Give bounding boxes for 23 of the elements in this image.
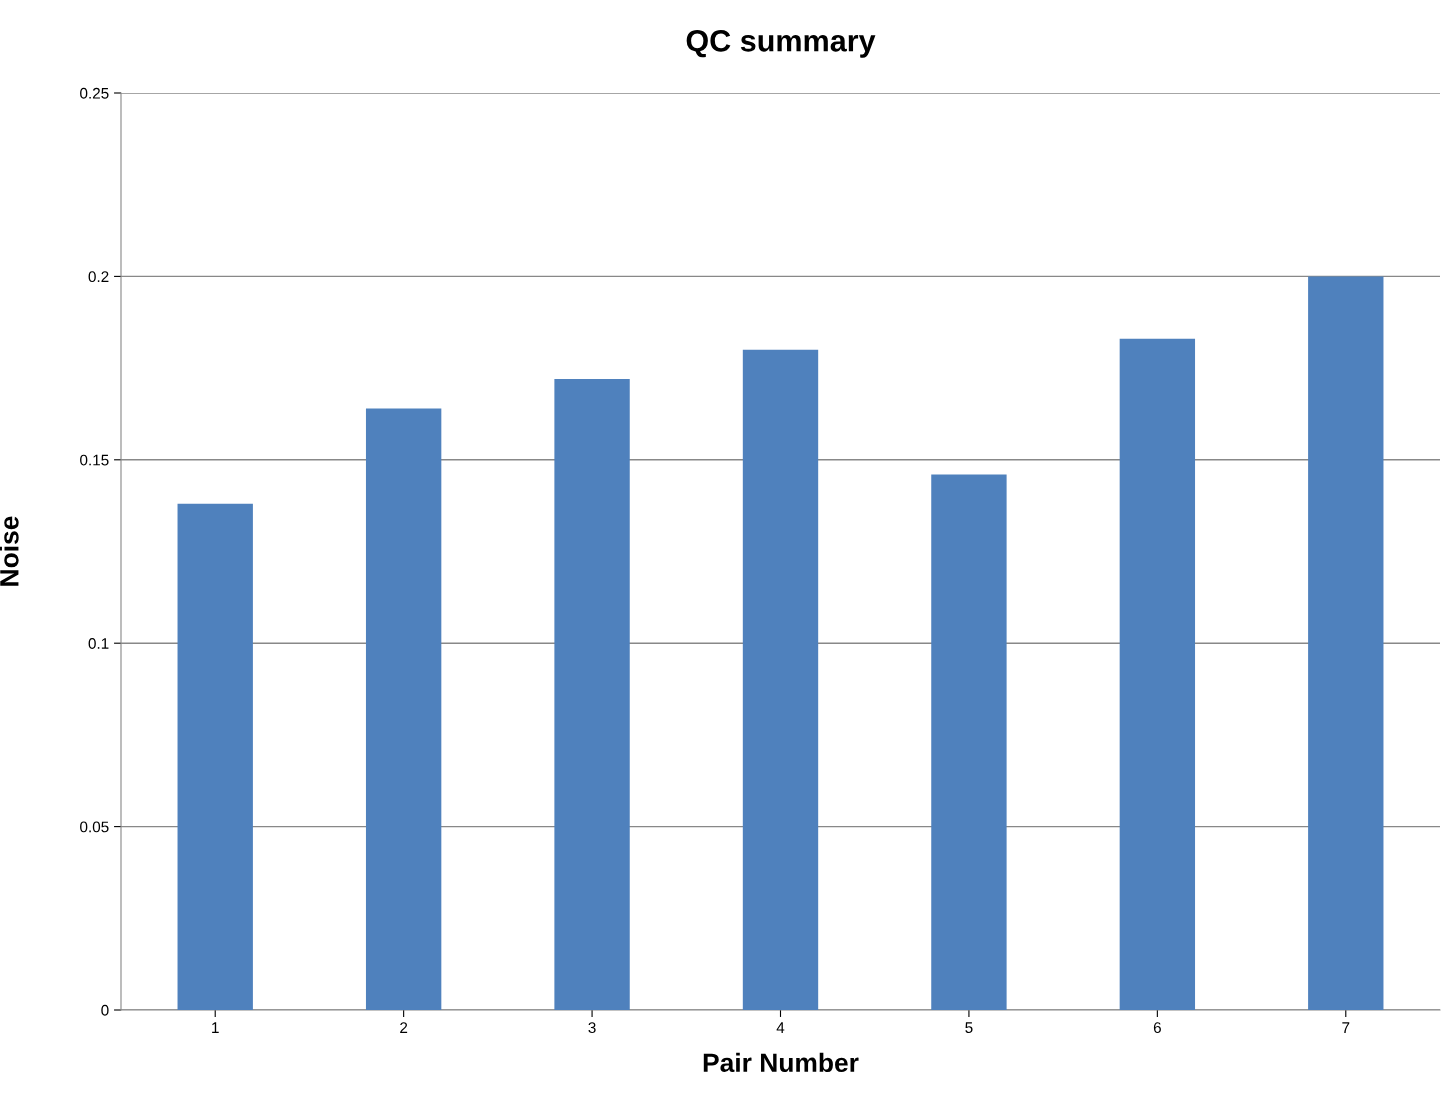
x-tick-label: 7 — [1342, 1022, 1350, 1033]
bar — [1119, 338, 1196, 1010]
x-axis-title: Pair Number — [703, 1052, 859, 1073]
y-axis-title: Noise — [0, 516, 19, 586]
x-tick-label: 3 — [588, 1022, 596, 1034]
bar — [1308, 276, 1384, 1010]
bar — [365, 408, 442, 1010]
y-tick-label: 0 — [101, 1004, 109, 1016]
bar — [931, 474, 1007, 1010]
bar — [177, 503, 253, 1010]
y-tick-label: 0.1 — [88, 638, 109, 649]
y-tick-label: 0.15 — [80, 454, 109, 466]
bar — [742, 349, 819, 1010]
chart-title: QC summary — [686, 30, 876, 58]
y-tick-label: 0.25 — [80, 87, 109, 99]
bar — [554, 379, 630, 1010]
x-tick-label: 2 — [400, 1022, 408, 1033]
y-tick-label: 0.2 — [88, 271, 109, 283]
x-tick-label: 4 — [776, 1022, 785, 1033]
y-tick-label: 0.05 — [80, 821, 109, 833]
x-tick-label: 6 — [1153, 1022, 1161, 1034]
x-tick-label: 1 — [212, 1022, 219, 1033]
x-tick-label: 5 — [965, 1022, 973, 1034]
